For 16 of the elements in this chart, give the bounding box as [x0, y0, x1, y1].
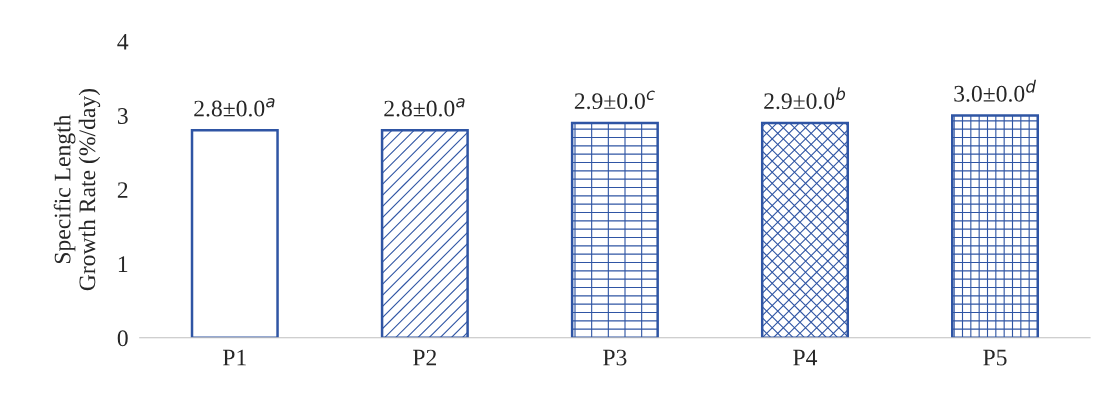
x-tick-label: P3: [603, 349, 627, 366]
y-tick-label: 3: [117, 108, 128, 124]
x-tick-label: P1: [222, 349, 246, 366]
data-label: 3.0±0.0$^{d}$: [954, 79, 1037, 102]
y-axis-title: Specific Length Growth Rate (%/day): [53, 89, 101, 291]
x-tick-label: P4: [793, 349, 818, 366]
y-tick-label: 0: [117, 330, 128, 347]
x-tick-label: P5: [983, 349, 1007, 366]
data-label: 2.8±0.0$^{a}$: [194, 97, 275, 117]
y-tick-label: 2: [117, 182, 128, 198]
data-label: 2.8±0.0$^{a}$: [384, 97, 465, 117]
x-tick-label: P2: [413, 349, 437, 366]
data-label: 2.9±0.0$^{b}$: [764, 87, 846, 110]
y-tick-label: 1: [118, 256, 128, 272]
y-tick-label: 4: [117, 34, 129, 50]
data-label: 2.9±0.0$^{c}$: [574, 90, 655, 110]
